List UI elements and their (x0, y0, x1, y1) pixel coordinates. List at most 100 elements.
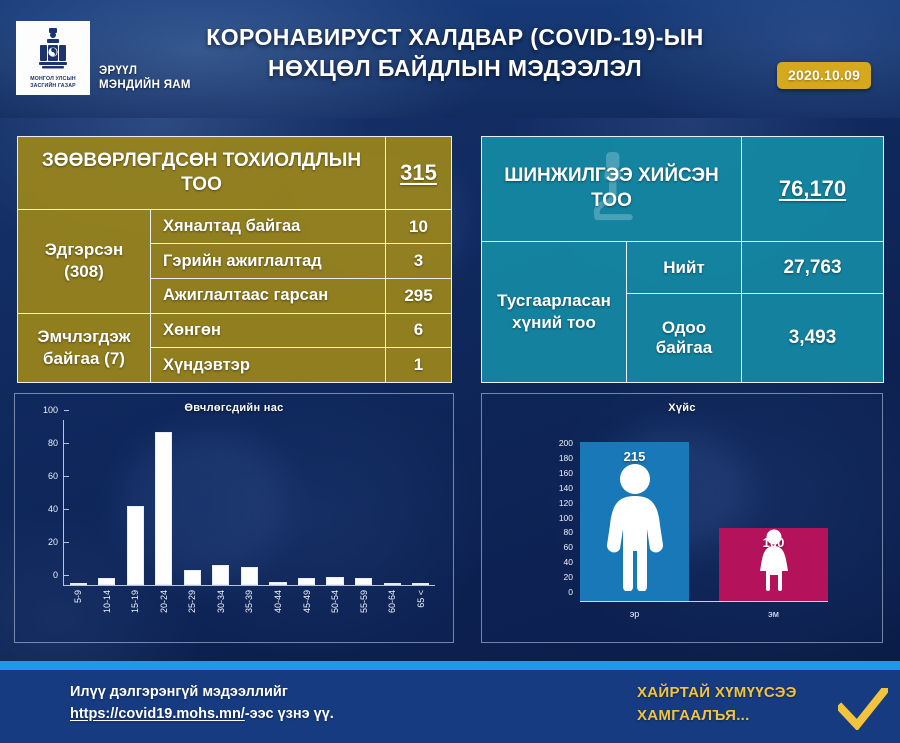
gender-chart-y-tick: 60 (563, 542, 573, 553)
gender-chart-x-label: эр (629, 609, 640, 619)
age-chart-bar (69, 583, 87, 585)
table-row: ЗӨӨВӨРЛӨГДСӨН ТОХИОЛДЛЫН ТОО 315 (16, 136, 453, 210)
age-chart-bar-slot: 20-24 (150, 420, 179, 613)
soyombo-emblem-icon (39, 28, 67, 69)
gender-chart-panel: Хүйс 0 20 40 60 80 100 120 140 160 180 200 215 эр 10… (481, 393, 883, 643)
background-blob (120, 430, 290, 580)
table-row: Эдгэрсэн (308) Хяналтад байгаа 10 (17, 208, 453, 314)
gender-chart-y-tick: 40 (563, 557, 573, 568)
cases-row-label: Гэрийн ажиглалтад (149, 243, 387, 280)
cases-group-label-treated: Эмчлэгдэж байгаа (7) (17, 312, 151, 384)
cases-header-label: ЗӨӨВӨРЛӨГДСӨН ТОХИОЛДЛЫН ТОО (16, 136, 387, 210)
female-figure-icon (759, 529, 788, 591)
cases-row-value: 3 (385, 243, 453, 280)
age-chart-x-label: 40-44 (272, 590, 283, 614)
age-chart-x-label: 25-29 (187, 590, 198, 614)
age-chart-bar (126, 505, 144, 585)
gender-chart-y-tick: 120 (558, 497, 573, 508)
tests-group-label-isolated: Тусгаарласан хүний тоо (481, 241, 627, 383)
age-chart-y-tick: 100 (43, 405, 70, 415)
gender-chart-plot: 0 20 40 60 80 100 120 140 160 180 200 215 эр 100эм (559, 438, 828, 619)
gender-chart-bar-male: 215 эр (580, 442, 689, 619)
age-chart-x-label: 30-34 (215, 590, 226, 614)
ministry-line2: МЭНДИЙН ЯАМ (99, 79, 191, 92)
footer-slogan-line2: ХАМГААЛЪЯ... (637, 706, 750, 724)
cases-group-label-recovered: Эдгэрсэн (308) (17, 208, 151, 314)
age-chart-y-tick: 60 (48, 471, 70, 481)
covid-info-link[interactable]: https://covid19.mohs.mn/ (70, 706, 245, 723)
age-chart-x-label: 15-19 (130, 590, 141, 614)
age-chart-bar-slot: 65 < (406, 420, 435, 608)
page-header: МОНГОЛ УЛСЫН ЗАСГИЙН ГАЗАР ЭРҮҮЛ МЭНДИЙН… (0, 0, 900, 118)
age-chart-bar (355, 578, 373, 585)
age-chart-bar-slot: 10-14 (93, 420, 122, 613)
age-chart-x-label: 55-59 (358, 590, 369, 614)
gender-chart-y-tick: 20 (563, 572, 573, 583)
tests-row-value: 3,493 (741, 293, 885, 383)
cases-row-value: 10 (385, 208, 453, 245)
checkmark-icon (838, 688, 888, 730)
age-chart-bar-slot: 5-9 (64, 420, 93, 603)
cases-header-value: 315 (385, 136, 453, 210)
gender-chart-bar-slot: 100эм (719, 442, 828, 619)
age-chart-bar (155, 431, 173, 585)
gender-chart-y-tick: 140 (558, 482, 573, 493)
table-row: ШИНЖИЛГЭЭ ХИЙСЭН ТОО 76,170 (480, 135, 885, 243)
logo-caption-line1: МОНГОЛ УЛСЫН (30, 76, 76, 82)
cases-row-label: Хөнгөн (149, 312, 387, 349)
footer-slogan-line1: ХАЙРТАЙ ХҮМҮҮСЭЭ (637, 684, 797, 701)
age-chart-bar-slot: 55-59 (349, 420, 378, 613)
table-row: Одоо байгаа 3,493 (482, 293, 885, 383)
gender-chart-y-tick: 0 (568, 587, 573, 597)
tests-table: ШИНЖИЛГЭЭ ХИЙСЭН ТОО 76,170 Тусгаарласан… (480, 135, 885, 383)
gender-chart-value-label: 215 (623, 449, 646, 464)
gender-chart-bar-slot: 215 эр (580, 442, 689, 619)
footer-info: Илүү дэлгэрэнгүй мэдээллийг https://covi… (70, 681, 334, 726)
cases-row-label: Хүндэвтэр (149, 347, 387, 383)
tests-row-value: 27,763 (741, 241, 885, 295)
age-chart-x-label: 50-54 (330, 590, 341, 614)
age-chart-bar-slot: 50-54 (321, 420, 350, 613)
tests-row-label: Нийт (625, 241, 743, 295)
age-chart-y-tick: 40 (48, 504, 70, 514)
tests-header-text: ШИНЖИЛГЭЭ ХИЙСЭН ТОО (504, 165, 719, 212)
gender-chart-y-tick: 200 (558, 438, 573, 449)
gender-chart-y-tick: 100 (558, 512, 573, 523)
table-row: Эмчлэгдэж байгаа (7) Хөнгөн 6 (17, 312, 453, 384)
cases-row-value: 6 (385, 312, 453, 349)
age-chart-y-tick: 0 (53, 570, 70, 580)
logo-caption-line2: ЗАСГИЙН ГАЗАР (30, 83, 76, 90)
age-chart-x-label: 5-9 (73, 590, 84, 604)
cases-row-label: Ажиглалтаас гарсан (149, 278, 387, 314)
age-chart-x-label: 35-39 (244, 590, 255, 614)
footer-slogan: ХАЙРТАЙ ХҮМҮҮСЭЭ ХАМГААЛЪЯ... (637, 682, 797, 727)
ministry-name: ЭРҮҮЛ МЭНДИЙН ЯАМ (99, 64, 191, 93)
age-chart-bar (383, 583, 401, 585)
age-chart-bar-slot: 60-64 (378, 420, 407, 613)
age-chart-plot: 0 20 40 60 80 100 5-9 10-14 15-19 20-24 25-29 30-3… (43, 405, 435, 613)
tests-header-label: ШИНЖИЛГЭЭ ХИЙСЭН ТОО (480, 135, 743, 243)
page-title: КОРОНАВИРУСТ ХАЛДВАР (COVID-19)-ЫН НӨХЦӨ… (150, 22, 760, 84)
age-chart-x-label: 10-14 (101, 590, 112, 614)
age-chart-x-label: 45-49 (301, 590, 312, 614)
page-title-line1: КОРОНАВИРУСТ ХАЛДВАР (COVID-19)-ЫН (206, 24, 704, 50)
age-chart-bars: 5-9 10-14 15-19 20-24 25-29 30-34 35-39 40-44 45… (64, 420, 435, 613)
age-chart-bar-slot: 15-19 (121, 420, 150, 613)
footer-divider (0, 661, 900, 670)
age-chart-bar (212, 565, 230, 585)
male-figure-icon (606, 464, 663, 592)
age-chart-panel: Өвчлөгсдийн нас 0 20 40 60 80 100 5-9 10-14 15-… (14, 393, 454, 643)
gender-chart-y-tick: 80 (563, 527, 573, 538)
footer-line1: Илүү дэлгэрэнгүй мэдээллийг (70, 684, 288, 700)
cases-row-value: 1 (385, 347, 453, 383)
age-chart-bar (269, 581, 287, 585)
age-chart-bar (183, 570, 201, 585)
age-chart-y-tick: 20 (48, 537, 70, 547)
age-chart-bar-slot: 45-49 (292, 420, 321, 613)
cases-table: ЗӨӨВӨРЛӨГДСӨН ТОХИОЛДЛЫН ТОО 315 Эдгэрсэ… (16, 136, 453, 384)
age-chart-bar (240, 566, 258, 585)
ministry-line1: ЭРҮҮЛ (99, 65, 138, 77)
gender-chart-figure (757, 529, 791, 596)
table-row: Тусгаарласан хүний тоо Нийт 27,763 (481, 241, 885, 383)
